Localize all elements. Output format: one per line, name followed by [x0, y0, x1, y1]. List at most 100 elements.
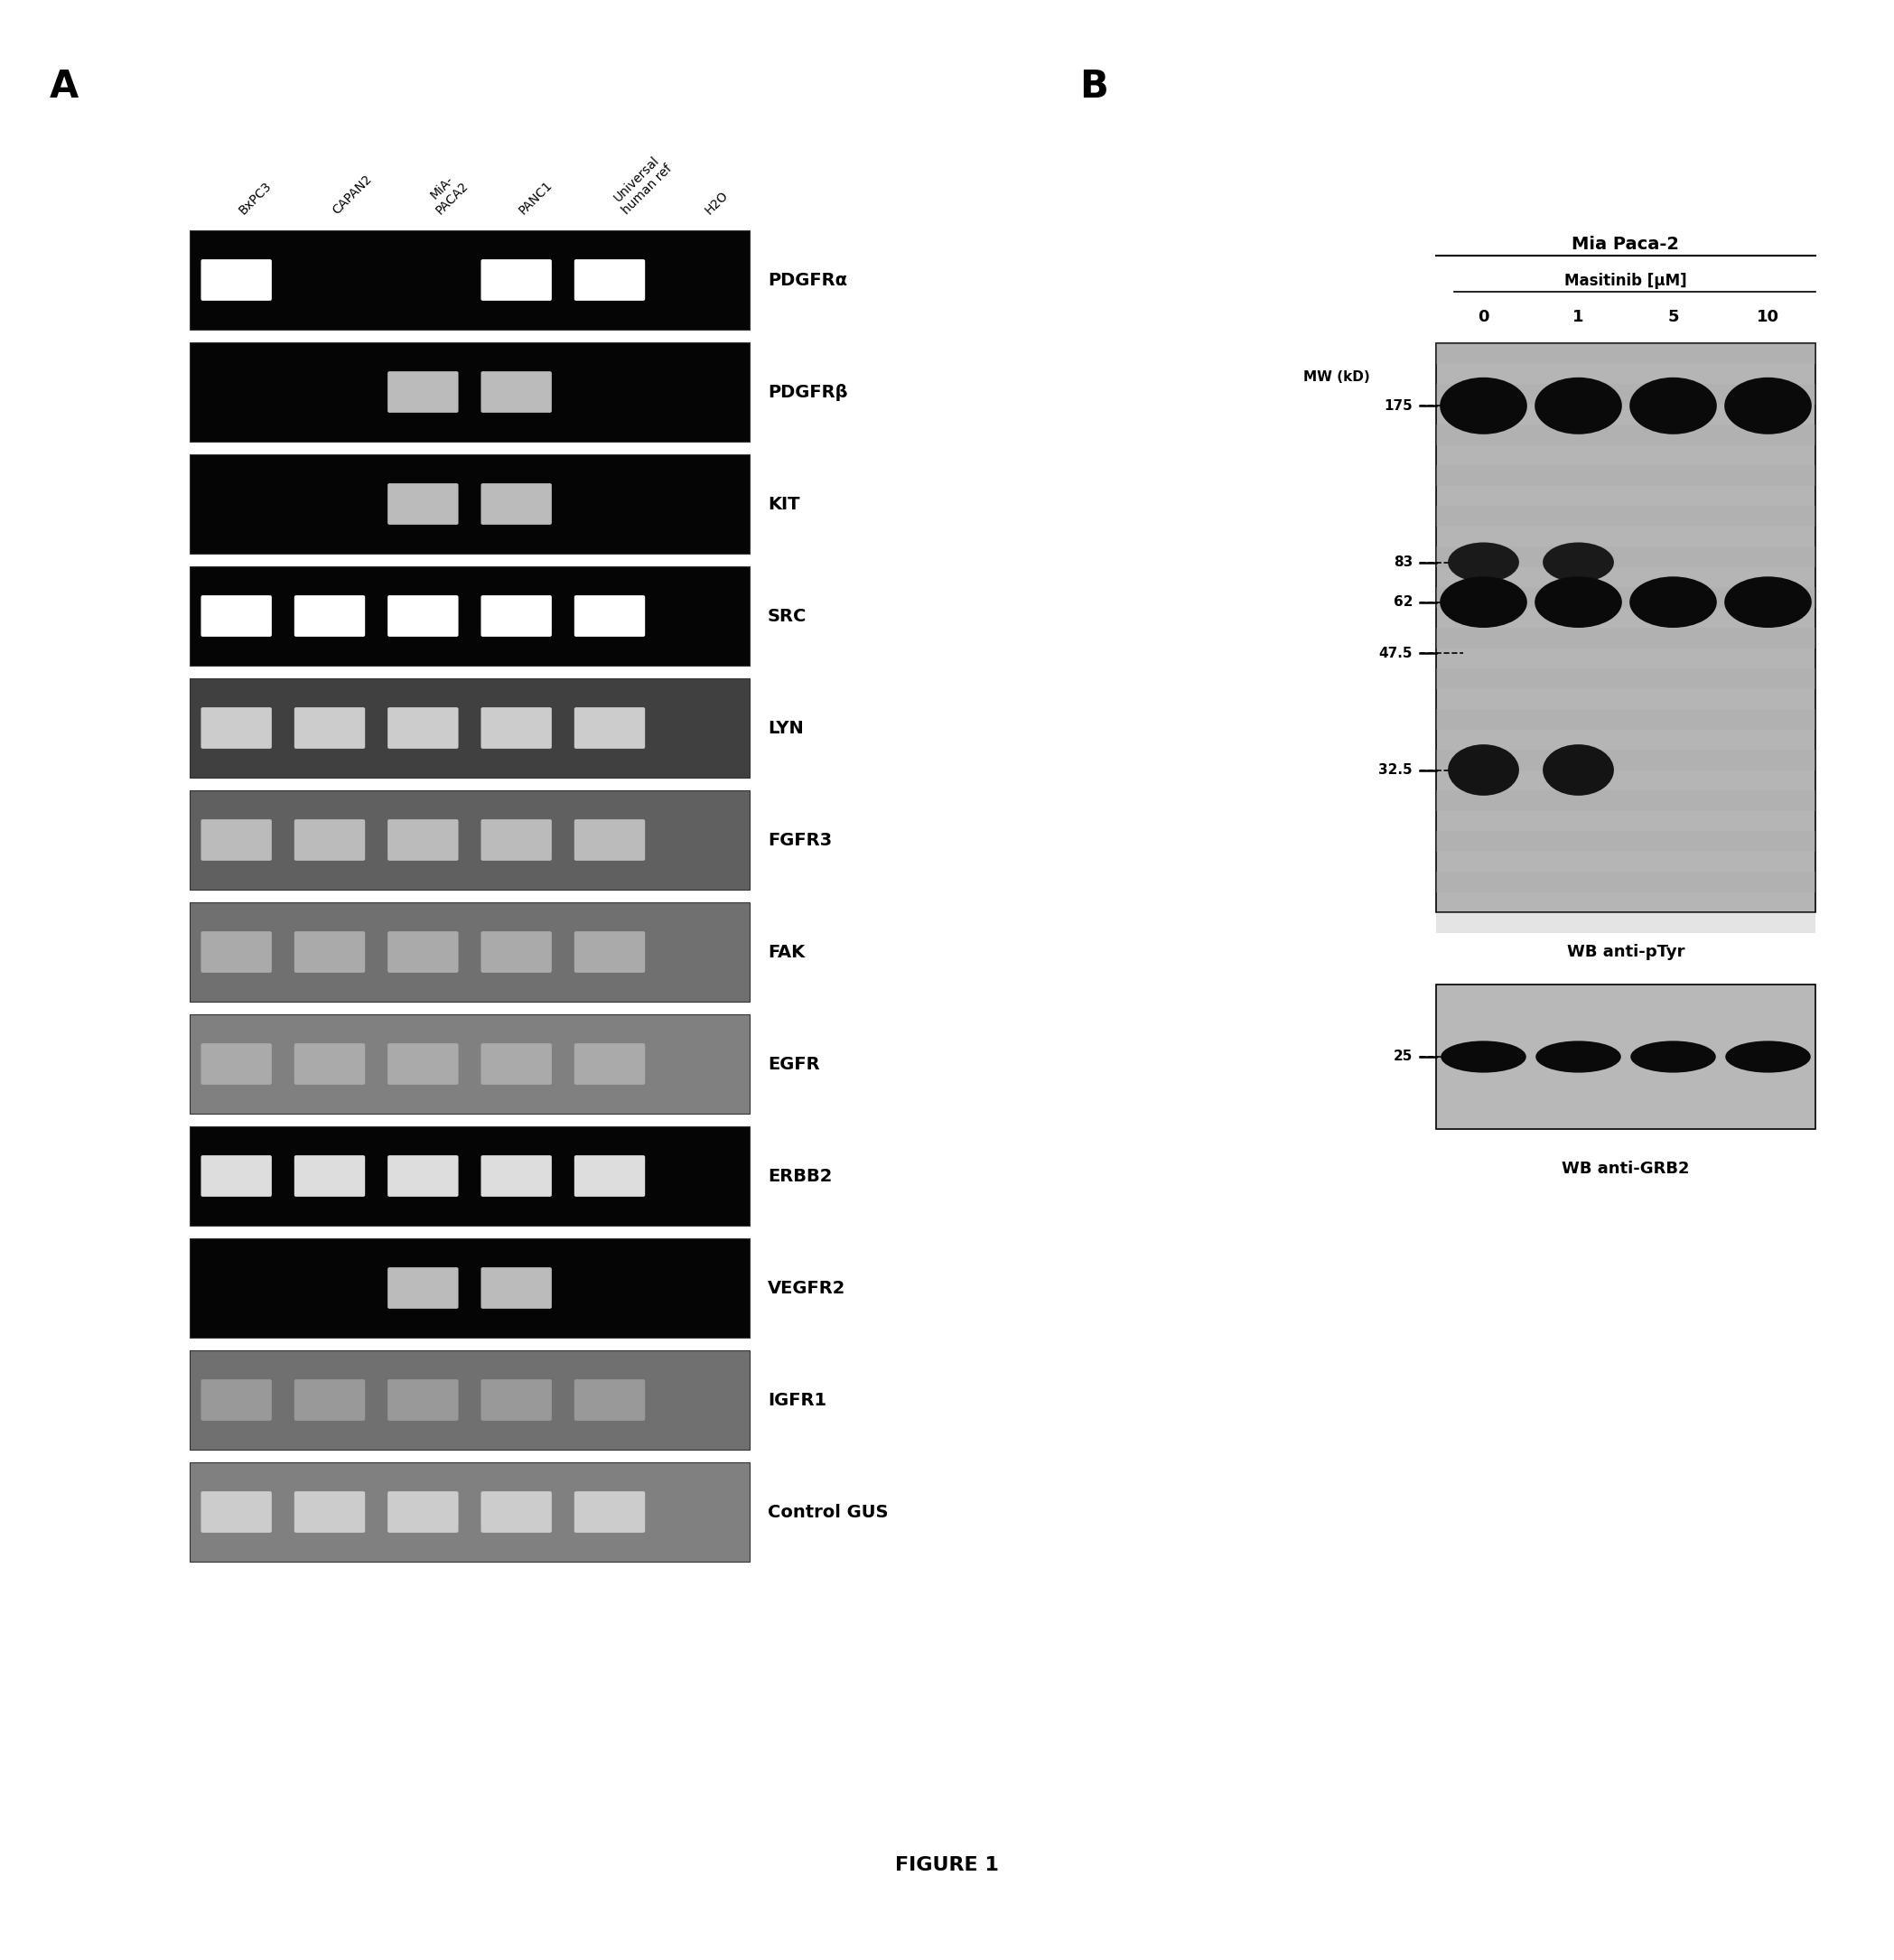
Ellipse shape [1544, 543, 1614, 582]
Text: SRC: SRC [767, 608, 807, 625]
FancyBboxPatch shape [574, 1154, 646, 1198]
Text: 175: 175 [1385, 400, 1413, 414]
FancyBboxPatch shape [294, 596, 366, 637]
FancyBboxPatch shape [201, 259, 271, 300]
Bar [1436, 425, 1816, 445]
Text: LYN: LYN [767, 719, 803, 737]
Text: 1: 1 [1572, 310, 1583, 325]
FancyBboxPatch shape [481, 1268, 551, 1309]
FancyBboxPatch shape [574, 1043, 646, 1084]
Text: Mia Paca-2: Mia Paca-2 [1572, 235, 1680, 253]
FancyBboxPatch shape [574, 819, 646, 860]
Ellipse shape [1536, 1041, 1621, 1072]
Ellipse shape [1441, 1041, 1527, 1072]
Bar [1436, 668, 1816, 688]
Text: Masitinib [μM]: Masitinib [μM] [1564, 272, 1688, 288]
Text: PDGFRβ: PDGFRβ [767, 384, 849, 400]
Ellipse shape [1725, 1041, 1811, 1072]
FancyBboxPatch shape [201, 1492, 271, 1533]
FancyBboxPatch shape [481, 1154, 551, 1198]
FancyBboxPatch shape [388, 819, 458, 860]
FancyBboxPatch shape [201, 1154, 271, 1198]
Text: FGFR3: FGFR3 [767, 831, 831, 849]
Text: MiA-
PACA2: MiA- PACA2 [422, 169, 472, 218]
Bar [189, 455, 750, 553]
Bar [1436, 872, 1816, 892]
Bar [189, 902, 750, 1002]
FancyBboxPatch shape [294, 1154, 366, 1198]
FancyBboxPatch shape [574, 259, 646, 300]
Text: ERBB2: ERBB2 [767, 1168, 831, 1184]
Ellipse shape [1724, 576, 1813, 627]
FancyBboxPatch shape [294, 931, 366, 972]
Text: IGFR1: IGFR1 [767, 1392, 826, 1409]
Ellipse shape [1447, 745, 1519, 796]
Text: EGFR: EGFR [767, 1054, 820, 1072]
Text: 32.5: 32.5 [1379, 762, 1413, 776]
Text: H2O: H2O [703, 188, 731, 218]
Bar [1436, 749, 1816, 770]
FancyBboxPatch shape [388, 708, 458, 749]
FancyBboxPatch shape [201, 596, 271, 637]
Text: A: A [49, 69, 80, 106]
Text: 5: 5 [1667, 310, 1678, 325]
FancyBboxPatch shape [294, 819, 366, 860]
Text: FAK: FAK [767, 943, 805, 960]
FancyBboxPatch shape [481, 819, 551, 860]
FancyBboxPatch shape [481, 708, 551, 749]
FancyBboxPatch shape [481, 1043, 551, 1084]
Text: 0: 0 [1477, 310, 1489, 325]
Ellipse shape [1447, 543, 1519, 582]
Bar [189, 678, 750, 778]
FancyBboxPatch shape [388, 1268, 458, 1309]
FancyBboxPatch shape [574, 1380, 646, 1421]
FancyBboxPatch shape [201, 931, 271, 972]
FancyBboxPatch shape [574, 596, 646, 637]
Text: Universal
human ref: Universal human ref [610, 151, 674, 218]
Bar [1436, 790, 1816, 811]
FancyBboxPatch shape [388, 1154, 458, 1198]
Ellipse shape [1631, 1041, 1716, 1072]
FancyBboxPatch shape [481, 259, 551, 300]
FancyBboxPatch shape [388, 931, 458, 972]
Text: 62: 62 [1394, 596, 1413, 610]
Bar [189, 231, 750, 329]
FancyBboxPatch shape [481, 931, 551, 972]
FancyBboxPatch shape [481, 596, 551, 637]
Bar [1436, 710, 1816, 729]
Bar [1436, 465, 1816, 486]
Bar [1436, 384, 1816, 404]
Ellipse shape [1534, 378, 1621, 435]
Text: KIT: KIT [767, 496, 799, 514]
Bar [189, 1015, 750, 1113]
FancyBboxPatch shape [294, 1043, 366, 1084]
Text: CAPAN2: CAPAN2 [330, 172, 373, 218]
Ellipse shape [1629, 378, 1716, 435]
FancyBboxPatch shape [481, 370, 551, 414]
Ellipse shape [1629, 576, 1716, 627]
FancyBboxPatch shape [294, 708, 366, 749]
Ellipse shape [1534, 576, 1621, 627]
Bar [189, 790, 750, 890]
FancyBboxPatch shape [388, 1043, 458, 1084]
FancyBboxPatch shape [388, 1492, 458, 1533]
Text: MW (kD): MW (kD) [1303, 370, 1369, 384]
Bar [1436, 627, 1816, 649]
Ellipse shape [1439, 576, 1527, 627]
Bar [1436, 831, 1816, 851]
Bar [1436, 343, 1816, 363]
Ellipse shape [1439, 378, 1527, 435]
Ellipse shape [1724, 378, 1813, 435]
Bar [189, 1127, 750, 1225]
Text: BxPC3: BxPC3 [237, 178, 275, 218]
FancyBboxPatch shape [574, 1492, 646, 1533]
FancyBboxPatch shape [574, 931, 646, 972]
Text: Control GUS: Control GUS [767, 1503, 888, 1521]
Text: VEGFR2: VEGFR2 [767, 1280, 847, 1298]
Text: FIGURE 1: FIGURE 1 [896, 1856, 998, 1874]
FancyBboxPatch shape [294, 1492, 366, 1533]
Bar [189, 1350, 750, 1450]
Bar [1436, 984, 1816, 1129]
Bar [189, 566, 750, 666]
Bar [1436, 506, 1816, 525]
